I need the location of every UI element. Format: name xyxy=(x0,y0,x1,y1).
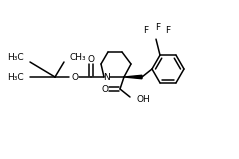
Text: H₃C: H₃C xyxy=(7,53,24,62)
Polygon shape xyxy=(124,75,142,79)
Text: O: O xyxy=(87,55,94,65)
Text: F: F xyxy=(143,26,149,35)
Text: O: O xyxy=(102,84,109,93)
Text: F: F xyxy=(155,23,161,32)
Text: CH₃: CH₃ xyxy=(70,53,87,62)
Text: H₃C: H₃C xyxy=(7,73,24,82)
Text: N: N xyxy=(104,73,110,82)
Text: OH: OH xyxy=(137,96,151,104)
Text: O: O xyxy=(71,73,78,82)
Text: F: F xyxy=(165,26,171,35)
